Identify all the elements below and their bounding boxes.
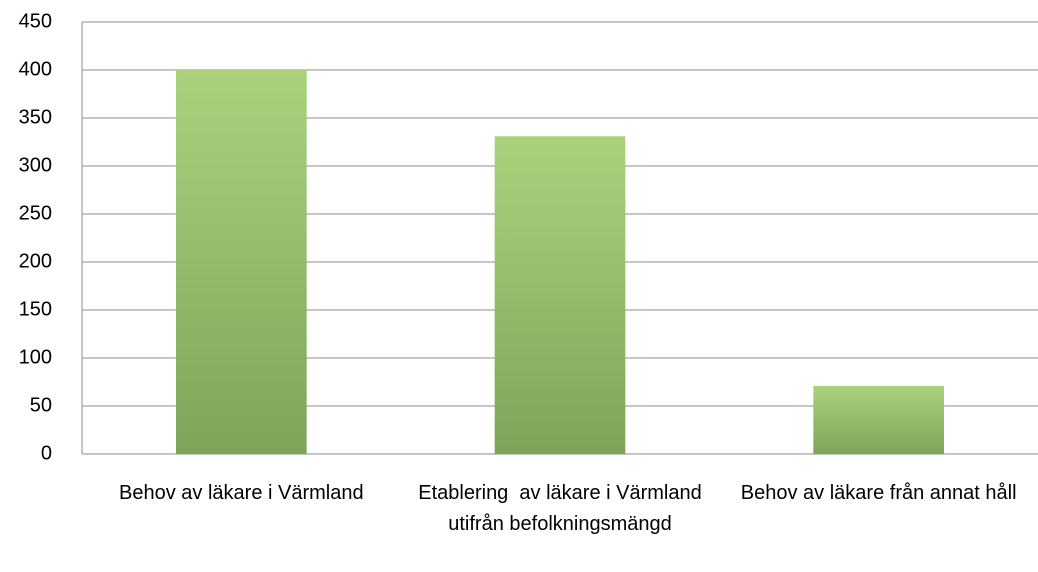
y-tick-label: 200	[19, 250, 52, 272]
y-tick-label: 100	[19, 346, 52, 368]
x-tick-label: Etablering av läkare i Värmland utifrån …	[418, 482, 708, 535]
y-tick-label: 250	[19, 202, 52, 224]
y-tick-label: 150	[19, 298, 52, 320]
y-tick-label: 350	[19, 106, 52, 128]
y-tick-label: 0	[41, 442, 52, 464]
y-tick-label: 50	[30, 394, 52, 416]
bar	[494, 136, 626, 455]
bar	[176, 70, 307, 454]
y-tick-label: 300	[19, 154, 52, 176]
x-tick-label: Behov av läkare från annat håll	[740, 482, 1017, 504]
bar	[813, 385, 944, 454]
y-tick-label: 400	[19, 58, 52, 80]
x-tick-label: Behov av läkare i Värmland	[119, 482, 364, 504]
y-tick-label: 450	[19, 10, 52, 32]
